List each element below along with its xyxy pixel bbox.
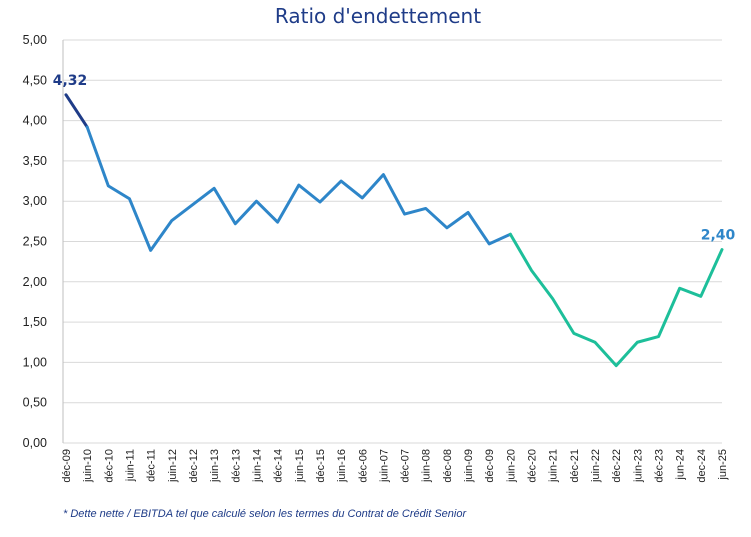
- data-point: [424, 206, 428, 210]
- y-tick-label: 2,50: [23, 235, 47, 249]
- x-tick-label: déc-09: [61, 449, 73, 483]
- x-tick-label: déc-22: [611, 449, 623, 483]
- x-tick-label: juin-11: [124, 449, 136, 482]
- data-point: [487, 242, 491, 246]
- x-tick-label: juin-07: [378, 449, 390, 483]
- x-tick-label: juin-23: [632, 449, 644, 483]
- x-tick-label: juin-21: [548, 449, 560, 483]
- x-tick-label: déc-07: [400, 449, 412, 483]
- y-tick-label: 0,50: [23, 396, 47, 410]
- data-labels: 4,32 2,40: [53, 73, 736, 244]
- data-point: [318, 200, 322, 204]
- x-tick-label: juin-15: [294, 449, 306, 483]
- series-line-segment: [85, 125, 512, 252]
- data-point: [170, 219, 174, 223]
- y-tick-label: 0,00: [23, 436, 47, 450]
- data-label: 4,32: [53, 73, 88, 89]
- data-point: [635, 340, 639, 344]
- data-point: [233, 222, 237, 226]
- y-tick-label: 5,00: [23, 33, 47, 47]
- data-point: [127, 197, 131, 201]
- data-point: [254, 199, 258, 203]
- x-tick-label: déc-15: [315, 449, 327, 483]
- x-tick-label: déc-08: [442, 449, 454, 483]
- data-point: [85, 125, 89, 129]
- data-point: [191, 202, 195, 206]
- series-line-segment: [508, 232, 724, 368]
- x-tick-label: jun-24: [675, 449, 687, 481]
- y-tick-label: 4,50: [23, 73, 47, 87]
- data-point: [572, 331, 576, 335]
- x-tick-label: déc-14: [273, 449, 285, 483]
- x-tick-label: déc-23: [654, 449, 666, 483]
- data-series: [64, 93, 724, 368]
- data-point: [593, 340, 597, 344]
- data-label: 2,40: [701, 228, 736, 244]
- data-point: [339, 179, 343, 183]
- data-point: [297, 183, 301, 187]
- x-tick-label: déc-09: [484, 449, 496, 483]
- data-point: [403, 212, 407, 216]
- x-tick-label: juin-10: [82, 449, 94, 483]
- data-point: [720, 248, 724, 252]
- x-tick-label: déc-11: [146, 449, 158, 482]
- x-tick-label: juin-13: [209, 449, 221, 483]
- y-tick-label: 3,00: [23, 194, 47, 208]
- x-tick-label: juin-22: [590, 449, 602, 483]
- data-point: [445, 226, 449, 230]
- y-tick-label: 3,50: [23, 154, 47, 168]
- data-point: [530, 269, 534, 273]
- x-tick-label: juin-12: [167, 449, 179, 483]
- y-tick-label: 1,00: [23, 355, 47, 369]
- x-tick-label: juin-20: [505, 449, 517, 483]
- data-point: [551, 297, 555, 301]
- x-tick-label: jun-25: [717, 449, 729, 481]
- data-point: [657, 335, 661, 339]
- data-point: [276, 220, 280, 224]
- data-point: [149, 248, 153, 252]
- x-tick-label: déc-21: [569, 449, 581, 483]
- data-point: [381, 173, 385, 177]
- y-tick-label: 4,00: [23, 114, 47, 128]
- data-point: [360, 196, 364, 200]
- x-tick-label: juin-14: [251, 449, 263, 483]
- data-point: [508, 232, 512, 236]
- x-tick-label: juin-08: [421, 449, 433, 483]
- y-axis: 0,00 0,50 1,00 1,50 2,00 2,50 3,00 3,50 4,00 4,50…: [23, 33, 64, 450]
- x-tick-label: juin-16: [336, 449, 348, 483]
- y-tick-label: 1,50: [23, 315, 47, 329]
- data-point: [466, 210, 470, 214]
- data-point: [106, 184, 110, 188]
- x-axis: déc-09 juin-10 déc-10 juin-11 déc-11 juin-12 d…: [61, 449, 729, 483]
- x-tick-label: déc-06: [357, 449, 369, 483]
- x-tick-label: juin-09: [463, 449, 475, 483]
- data-point: [64, 93, 68, 97]
- x-tick-label: déc-20: [527, 449, 539, 483]
- series-line-segment: [64, 93, 89, 129]
- x-tick-label: déc-13: [230, 449, 242, 483]
- x-tick-label: dec-24: [696, 449, 708, 483]
- data-point: [699, 294, 703, 298]
- gridlines: [63, 39, 722, 444]
- chart-title: Ratio d'endettement: [275, 4, 481, 28]
- footnote: * Dette nette / EBITDA tel que calculé s…: [63, 508, 467, 520]
- data-point: [678, 286, 682, 290]
- y-tick-label: 2,00: [23, 275, 47, 289]
- data-point: [212, 186, 216, 190]
- data-point: [614, 364, 618, 368]
- x-tick-label: déc-12: [188, 449, 200, 483]
- x-tick-label: déc-10: [103, 449, 115, 483]
